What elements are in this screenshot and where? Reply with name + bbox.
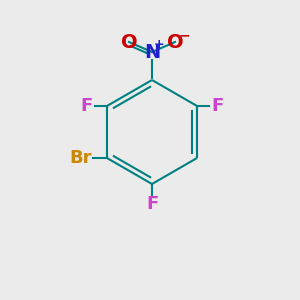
Text: Br: Br <box>70 149 92 167</box>
Text: F: F <box>146 195 158 213</box>
Text: O: O <box>121 32 137 52</box>
Text: N: N <box>144 43 160 61</box>
Text: O: O <box>167 32 183 52</box>
Text: +: + <box>154 38 164 52</box>
Text: F: F <box>211 97 223 115</box>
Text: F: F <box>81 97 93 115</box>
Text: −: − <box>178 28 190 42</box>
